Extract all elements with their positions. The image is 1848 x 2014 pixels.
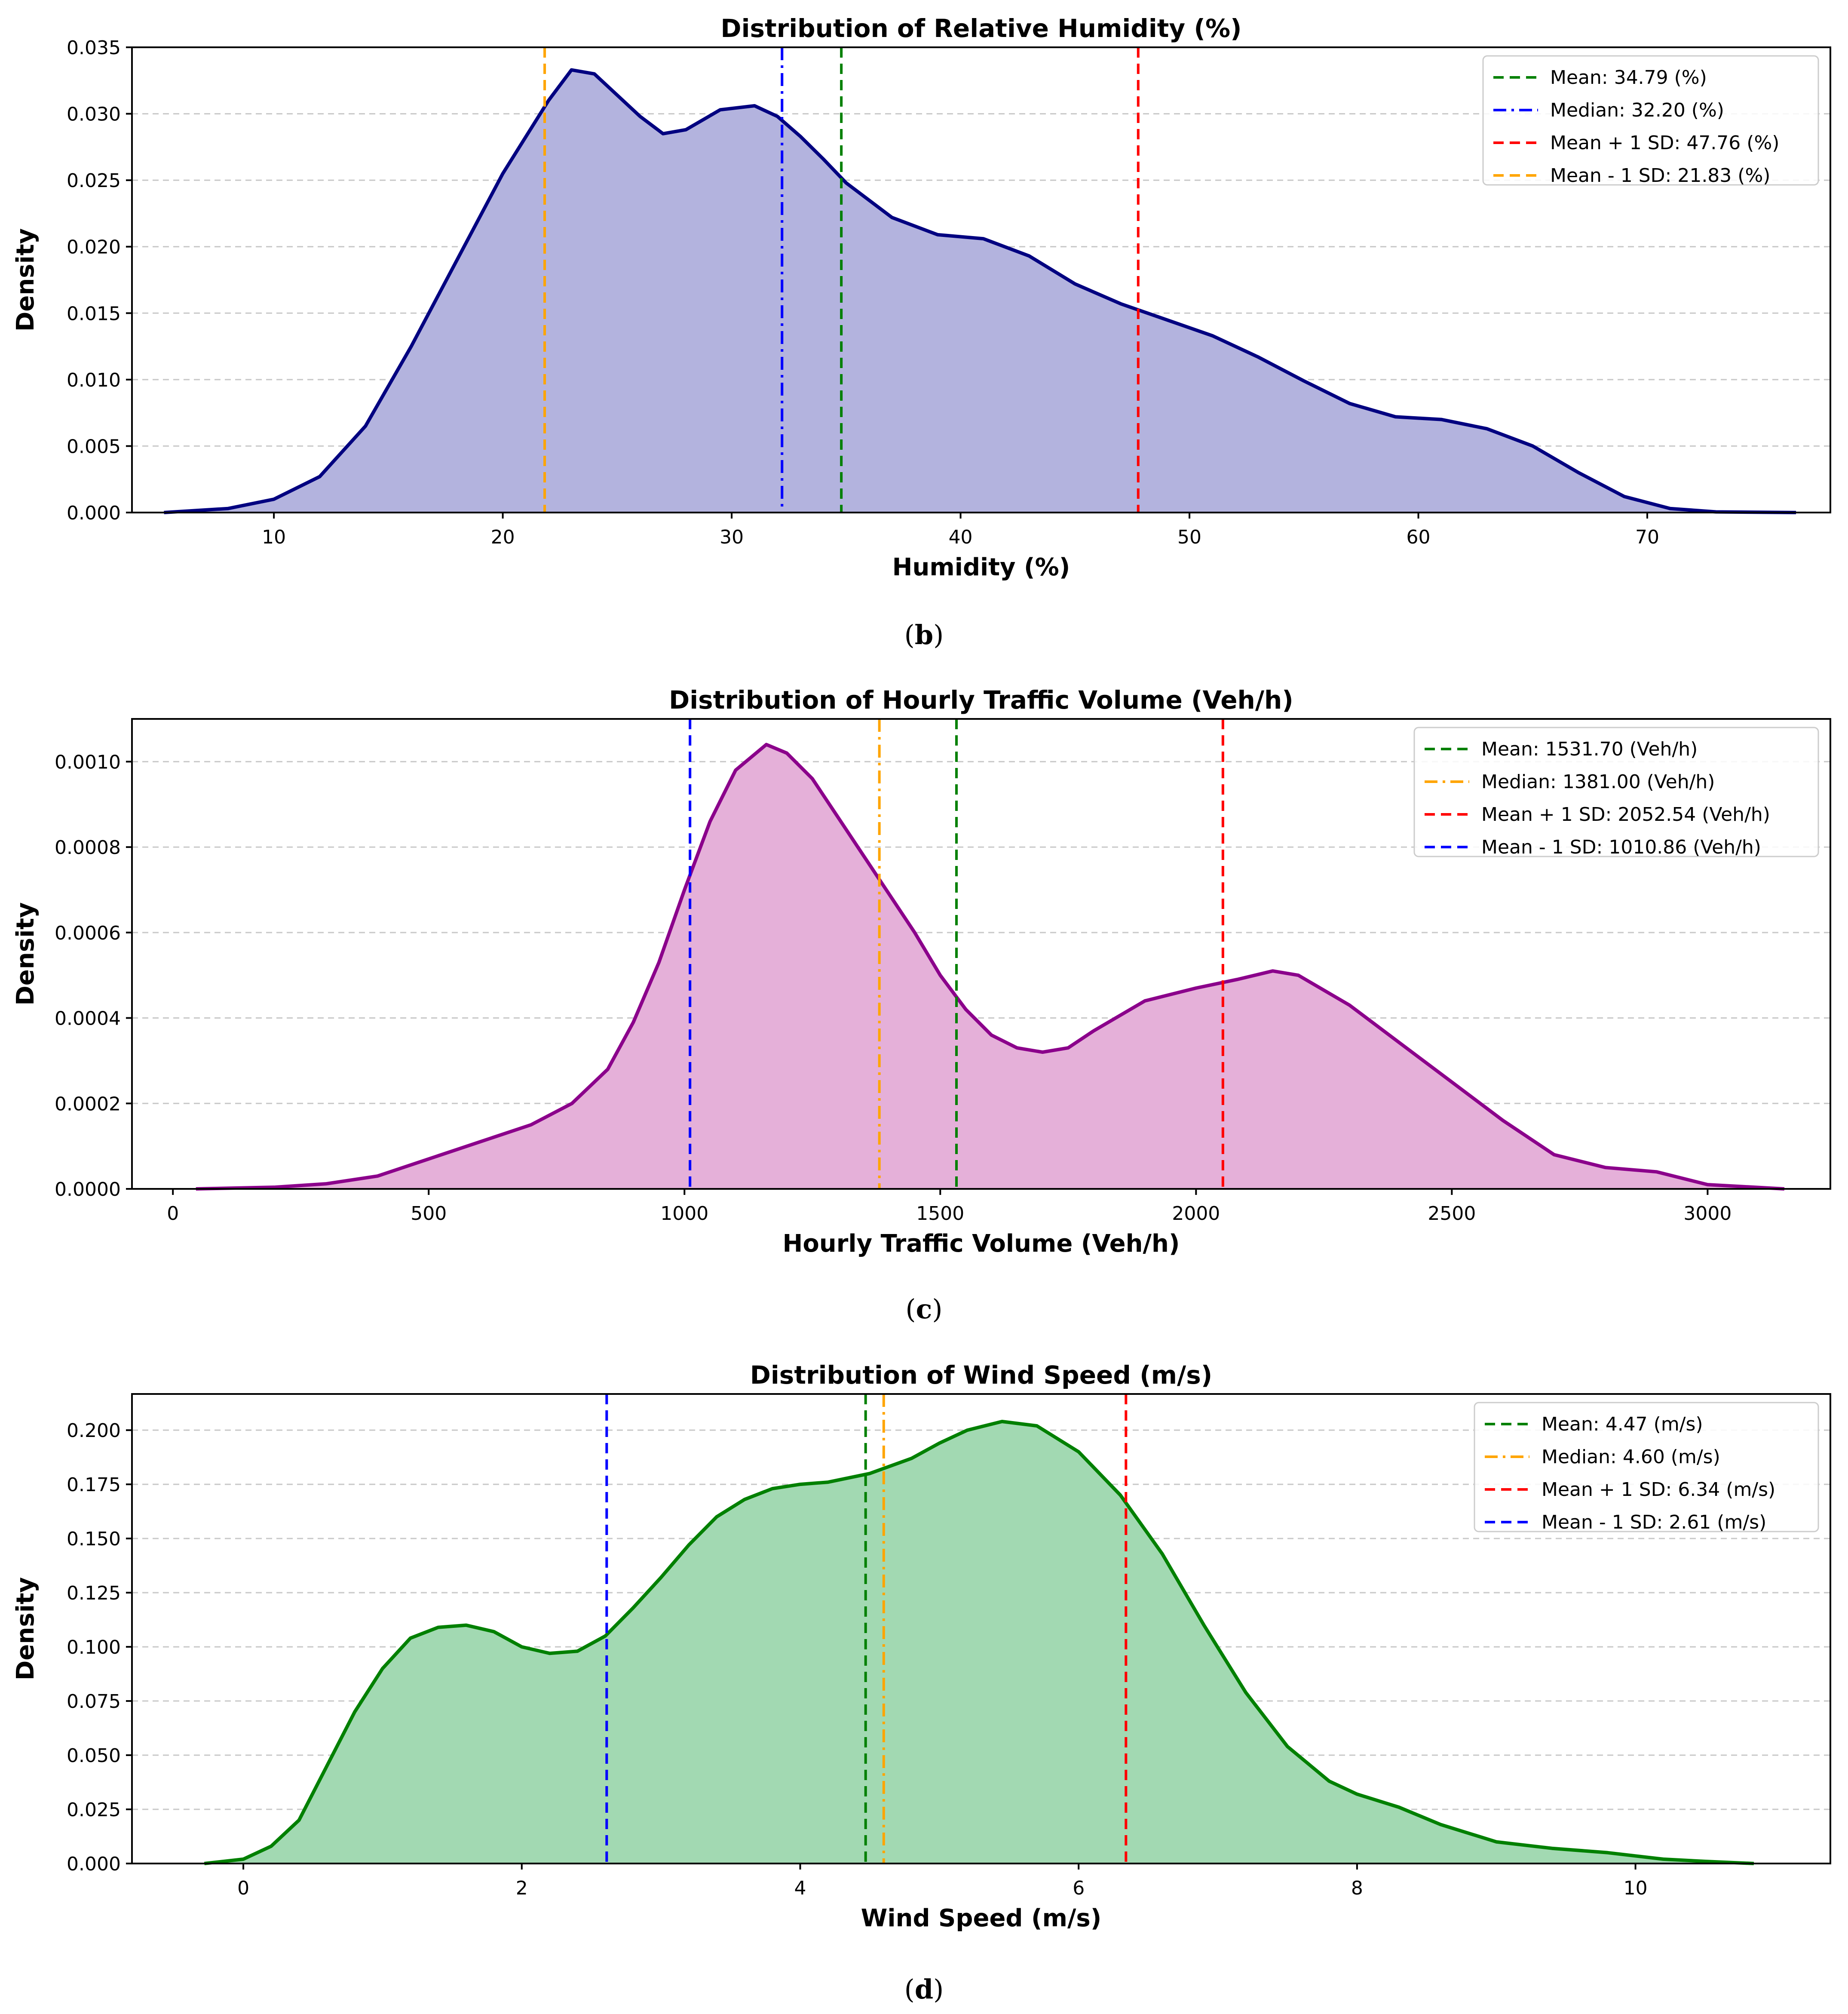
- x-tick-label: 1500: [916, 1203, 964, 1225]
- density-fill: [164, 70, 1796, 513]
- legend-box: [1474, 1402, 1819, 1532]
- x-tick-label: 2: [516, 1877, 528, 1899]
- legend: Mean: 4.47 (m/s) Median: 4.60 (m/s) Mean +…: [1474, 1402, 1819, 1533]
- y-tick-label: 0.050: [67, 1745, 121, 1767]
- x-tick-label: 6: [1073, 1877, 1085, 1899]
- y-tick-label: 0.0004: [55, 1008, 121, 1030]
- chart-title: Distribution of Wind Speed (m/s): [750, 1360, 1212, 1390]
- legend-label: Mean - 1 SD: 21.83 (%): [1550, 165, 1770, 187]
- y-tick-label: 0.005: [67, 436, 121, 457]
- x-axis-label: Wind Speed (m/s): [861, 1904, 1102, 1932]
- legend-label: Mean: 34.79 (%): [1550, 67, 1707, 89]
- y-tick-label: 0.075: [67, 1691, 121, 1713]
- density-curve: [196, 743, 1785, 1191]
- plot-frame: [131, 718, 1831, 1190]
- x-tick-label: 2000: [1172, 1203, 1220, 1225]
- y-tick-label: 0.150: [67, 1528, 121, 1550]
- caption-c: (c): [905, 1293, 943, 1325]
- y-tick-label: 0.0006: [55, 922, 121, 944]
- x-tick-label: 3000: [1683, 1203, 1732, 1225]
- density-fill: [204, 1421, 1754, 1864]
- density-curve: [164, 68, 1796, 514]
- density-fill: [196, 744, 1784, 1189]
- legend-box: [1482, 55, 1819, 186]
- x-tick-label: 0: [237, 1877, 249, 1899]
- legend-label: Mean + 1 SD: 47.76 (%): [1550, 132, 1779, 154]
- y-tick-label: 0.010: [67, 369, 121, 391]
- x-tick-label: 30: [720, 526, 744, 548]
- plot-frame: [131, 1393, 1831, 1864]
- y-tick-label: 0.035: [67, 37, 121, 59]
- legend-label: Mean + 1 SD: 2052.54 (Veh/h): [1481, 804, 1770, 826]
- y-tick-label: 0.0002: [55, 1093, 121, 1115]
- chart-title: Distribution of Hourly Traffic Volume (V…: [669, 685, 1293, 715]
- y-tick-label: 0.030: [67, 104, 121, 126]
- y-tick-label: 0.015: [67, 303, 121, 325]
- x-axis-label: Humidity (%): [892, 553, 1070, 581]
- y-tick-label: 0.000: [67, 502, 121, 524]
- legend-label: Mean: 4.47 (m/s): [1542, 1413, 1703, 1435]
- y-tick-label: 0.125: [67, 1582, 121, 1604]
- y-axis-label: Density: [12, 1577, 40, 1680]
- y-axis-label: Density: [12, 228, 40, 332]
- x-tick-label: 10: [262, 526, 286, 548]
- x-tick-label: 40: [949, 526, 973, 548]
- x-tick-label: 1000: [660, 1203, 708, 1225]
- legend-label: Median: 32.20 (%): [1550, 99, 1724, 121]
- legend-box: [1413, 727, 1819, 857]
- x-tick-label: 2500: [1428, 1203, 1476, 1225]
- y-axis-label: Density: [12, 902, 40, 1005]
- legend-label: Mean - 1 SD: 1010.86 (Veh/h): [1481, 836, 1761, 858]
- y-tick-label: 0.000: [67, 1853, 121, 1875]
- x-tick-label: 10: [1624, 1877, 1648, 1899]
- caption-d: (d): [904, 1974, 944, 2005]
- legend: Mean: 34.79 (%) Median: 32.20 (%) Mean + 1…: [1482, 55, 1819, 187]
- x-axis-label: Hourly Traffic Volume (Veh/h): [783, 1230, 1180, 1258]
- chart-3: 0 2 4 6 8 10 0.000 0.025 0.050 0.075 0.100 0.125 0.1…: [12, 1360, 1831, 1932]
- x-tick-label: 500: [411, 1203, 447, 1225]
- y-tick-label: 0.020: [67, 236, 121, 258]
- legend-label: Mean - 1 SD: 2.61 (m/s): [1542, 1511, 1766, 1533]
- x-tick-label: 60: [1407, 526, 1431, 548]
- x-tick-label: 50: [1177, 526, 1201, 548]
- chart-2: 0 500 1000 1500 2000 2500 3000 0.0000 0.0002 0.00…: [12, 685, 1831, 1258]
- legend-label: Mean: 1531.70 (Veh/h): [1481, 738, 1698, 760]
- y-tick-label: 0.025: [67, 1799, 121, 1821]
- y-tick-label: 0.0000: [55, 1179, 121, 1200]
- plot-frame: [131, 46, 1831, 513]
- y-tick-label: 0.100: [67, 1636, 121, 1658]
- chart-title: Distribution of Relative Humidity (%): [720, 14, 1241, 43]
- caption-b: (b): [904, 619, 944, 651]
- legend: Mean: 1531.70 (Veh/h) Median: 1381.00 (Ve…: [1413, 727, 1819, 858]
- y-tick-label: 0.025: [67, 170, 121, 192]
- y-tick-label: 0.0010: [55, 751, 121, 773]
- x-tick-label: 4: [794, 1877, 806, 1899]
- density-curve: [204, 1420, 1754, 1865]
- chart-1: 10 20 30 40 50 60 70 0.000 0.005 0.010 0.015 0.020 0…: [12, 14, 1831, 581]
- legend-label: Median: 4.60 (m/s): [1542, 1446, 1720, 1468]
- legend-label: Mean + 1 SD: 6.34 (m/s): [1542, 1479, 1775, 1501]
- x-tick-label: 0: [167, 1203, 179, 1225]
- x-tick-label: 20: [491, 526, 515, 548]
- x-tick-label: 70: [1635, 526, 1659, 548]
- x-tick-label: 8: [1351, 1877, 1363, 1899]
- y-tick-label: 0.0008: [55, 837, 121, 859]
- legend-label: Median: 1381.00 (Veh/h): [1481, 771, 1715, 793]
- y-tick-label: 0.200: [67, 1420, 121, 1442]
- y-tick-label: 0.175: [67, 1474, 121, 1496]
